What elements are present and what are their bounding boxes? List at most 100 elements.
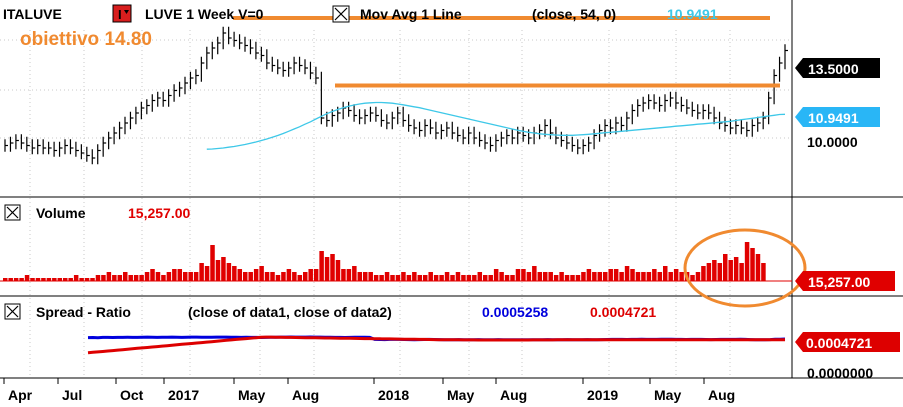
volume-bar — [19, 278, 24, 281]
volume-bar — [559, 272, 564, 281]
volume-bar — [133, 275, 139, 281]
volume-bar — [303, 272, 308, 281]
volume-bar — [673, 269, 679, 281]
volume-bar — [423, 275, 428, 281]
volume-bar — [744, 242, 750, 281]
time-axis-label: 2019 — [587, 387, 618, 403]
volume-bar — [373, 275, 379, 281]
spread-value-1: 0.0005258 — [482, 304, 548, 320]
ratio-zero-label: 0.0000000 — [807, 365, 873, 381]
volume-bar — [761, 263, 766, 281]
volume-bar — [575, 275, 581, 281]
volume-bar — [292, 272, 297, 281]
volume-bar — [390, 275, 395, 281]
volume-bar — [395, 275, 401, 281]
volume-bar — [226, 263, 232, 281]
volume-bar — [335, 260, 341, 281]
volume-bars — [0, 242, 792, 282]
svg-text:10.9491: 10.9491 — [808, 110, 859, 126]
price-badge: 13.5000 — [795, 58, 880, 78]
volume-bar — [139, 275, 144, 281]
time-axis-label: Aug — [292, 387, 319, 403]
volume-bar — [106, 272, 112, 281]
volume-close-icon[interactable] — [4, 204, 21, 221]
volume-highlight-circle — [683, 228, 807, 308]
spread-title: Spread - Ratio — [36, 304, 131, 320]
volume-bar — [297, 275, 303, 281]
volume-bar — [570, 275, 575, 281]
svg-text:15,257.00: 15,257.00 — [808, 274, 870, 290]
volume-bar — [319, 251, 324, 281]
ma-params: (close, 54, 0) — [532, 6, 616, 22]
volume-bar — [515, 269, 521, 281]
volume-title: Volume — [36, 205, 86, 221]
volume-bar — [652, 269, 657, 281]
red-i-box-icon[interactable]: I — [112, 4, 132, 23]
time-axis-label: Aug — [500, 387, 527, 403]
volume-bar — [592, 272, 597, 281]
volume-bar — [95, 275, 101, 281]
volume-bar — [286, 269, 292, 281]
volume-bar — [548, 272, 553, 281]
volume-bar — [275, 275, 281, 281]
volume-bar — [41, 278, 46, 281]
volume-bar — [346, 269, 352, 281]
volume-bar — [701, 266, 706, 281]
volume-bar — [510, 275, 515, 281]
time-axis-label: 2017 — [168, 387, 199, 403]
time-axis-label: Aug — [708, 387, 735, 403]
volume-bar — [597, 272, 603, 281]
time-axis-label: May — [238, 387, 265, 403]
volume-bar — [352, 266, 357, 281]
volume-bar — [504, 275, 510, 281]
volume-bar — [363, 272, 368, 281]
volume-bar — [613, 269, 619, 281]
volume-bar — [433, 275, 439, 281]
x-box-icon[interactable] — [332, 5, 350, 23]
volume-bar — [619, 272, 624, 281]
volume-bar — [313, 269, 319, 281]
volume-bar — [663, 266, 668, 281]
volume-bar — [723, 254, 728, 281]
volume-bar — [35, 278, 41, 281]
volume-badge: 15,257.00 — [795, 271, 895, 291]
volume-bar — [543, 272, 548, 281]
moving-average-line — [206, 101, 786, 150]
volume-bar — [341, 269, 346, 281]
volume-bar — [177, 269, 183, 281]
volume-bar — [84, 278, 90, 281]
volume-bar — [521, 269, 526, 281]
volume-bar — [46, 278, 52, 281]
volume-bar — [368, 272, 373, 281]
volume-bar — [57, 278, 63, 281]
volume-bar — [488, 275, 493, 281]
volume-bar — [357, 272, 363, 281]
volume-bar — [499, 272, 504, 281]
volume-bar — [183, 272, 188, 281]
volume-bar — [243, 272, 248, 281]
volume-bar — [128, 275, 133, 281]
target-annotation: obiettivo 14.80 — [20, 29, 152, 50]
volume-bar — [221, 257, 226, 281]
volume-bar — [8, 278, 13, 281]
time-axis-label: 2018 — [378, 387, 409, 403]
volume-bar — [79, 278, 84, 281]
time-axis-label: Jul — [62, 387, 82, 403]
price-level-label: 10.0000 — [807, 134, 858, 150]
volume-bar — [384, 272, 390, 281]
ratio2-line — [87, 335, 785, 355]
volume-bar — [493, 269, 499, 281]
volume-bar — [281, 272, 286, 281]
volume-bar — [215, 260, 221, 281]
volume-bar — [624, 266, 630, 281]
volume-bar — [417, 275, 423, 281]
volume-bar — [466, 275, 472, 281]
volume-bar — [646, 272, 652, 281]
volume-bar — [172, 269, 177, 281]
volume-bar — [204, 266, 210, 281]
spread-close-icon[interactable] — [4, 303, 21, 320]
svg-text:13.5000: 13.5000 — [808, 61, 859, 77]
volume-bar — [308, 269, 313, 281]
